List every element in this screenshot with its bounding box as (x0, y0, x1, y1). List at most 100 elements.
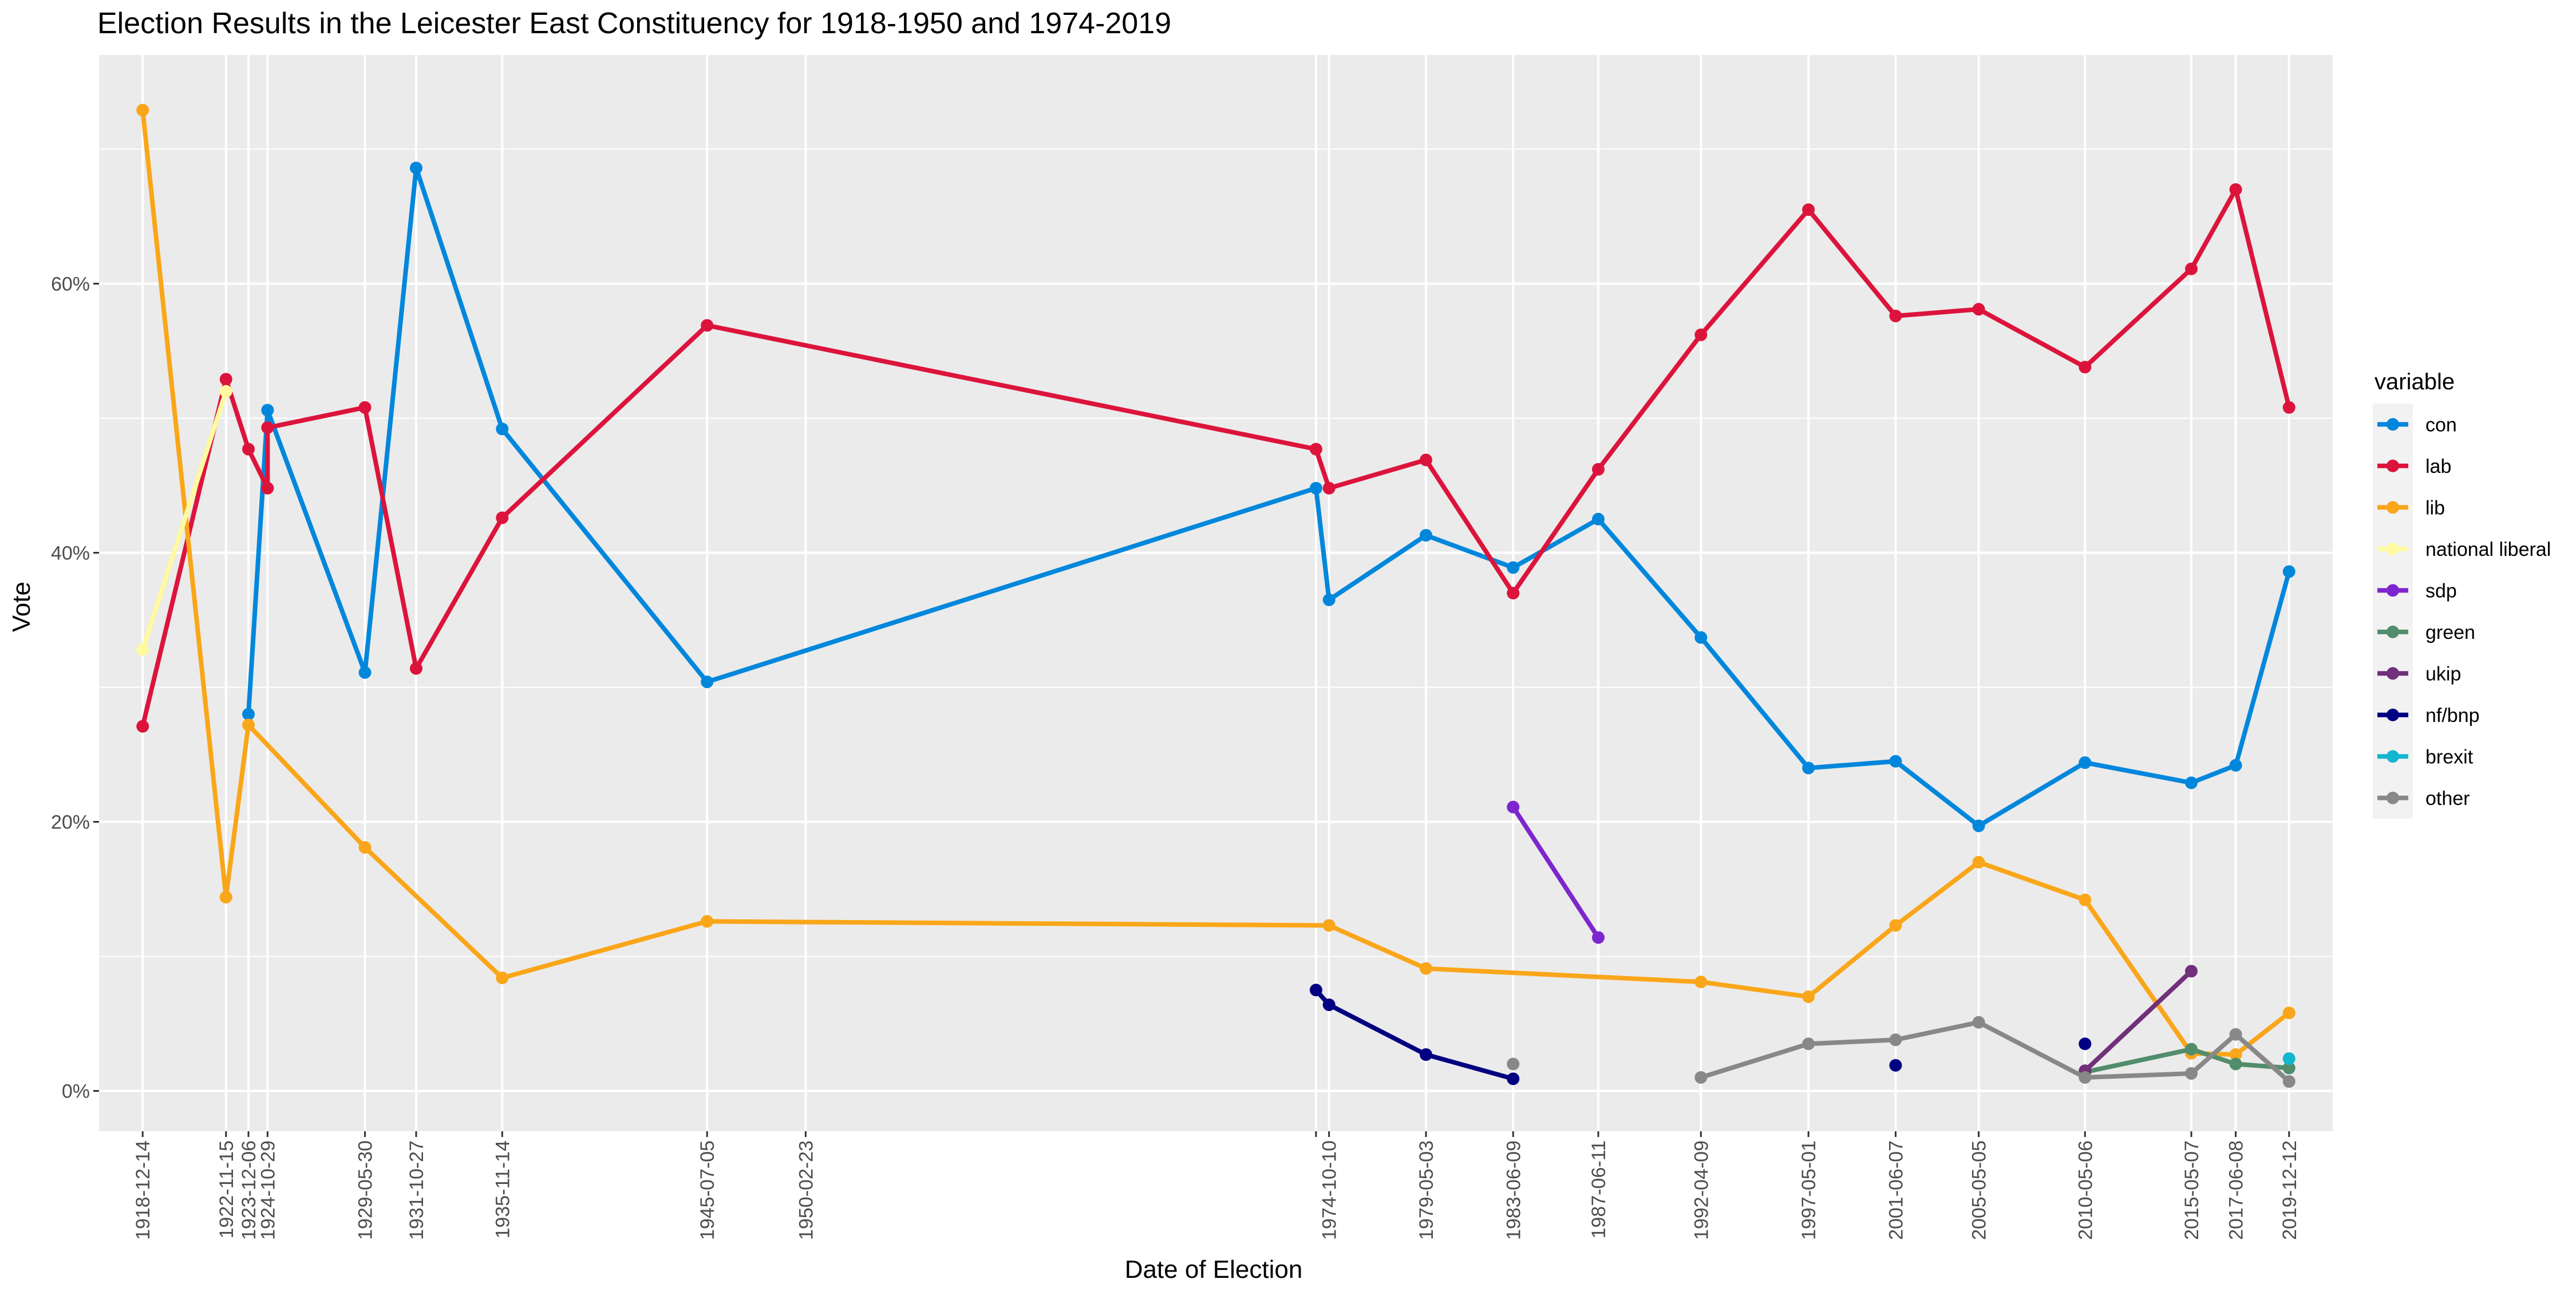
x-tick-label: 2001-06-07 (1885, 1140, 1907, 1240)
data-point-con (1889, 755, 1902, 768)
legend-label: con (2425, 414, 2457, 436)
data-point-lab (1889, 309, 1902, 322)
series-con (242, 161, 2296, 832)
x-tick-label: 1931-10-27 (406, 1140, 428, 1240)
data-point-lab (358, 401, 372, 414)
data-point-lab (1592, 463, 1605, 476)
legend-label: national liberal (2425, 539, 2551, 560)
legend-item-con: con (2373, 404, 2457, 445)
data-point-con (496, 423, 509, 436)
legend-key-point (2387, 584, 2399, 597)
legend-label: other (2425, 788, 2470, 810)
data-point-con (358, 666, 372, 679)
data-point-green (2184, 1043, 2198, 1056)
data-point-con (1322, 593, 1336, 606)
x-tick-label: 2015-05-07 (2181, 1140, 2203, 1240)
data-point-lab (1802, 203, 1815, 216)
legend-item-ukip: ukip (2373, 653, 2461, 694)
legend-label: ukip (2425, 663, 2461, 685)
data-point-lib (1889, 919, 1902, 932)
series-line-other (1700, 1020, 2291, 1083)
legend-key-point (2387, 750, 2399, 763)
legend-label: lab (2425, 456, 2451, 477)
data-point-lab (409, 662, 422, 675)
series-line-lab (140, 187, 2291, 727)
data-point-lib (496, 972, 509, 985)
data-point-nf-bnp (1309, 984, 1322, 997)
data-point-lab (2079, 361, 2092, 374)
series-line-nf-bnp (1314, 988, 1514, 1081)
x-tick-label: 1923-12-06 (238, 1140, 260, 1240)
data-point-con (1507, 561, 1520, 574)
y-tick-label: 20% (51, 812, 90, 834)
legend-key-point (2387, 625, 2399, 638)
legend-key-point (2387, 667, 2399, 680)
x-tick-label: 1997-05-01 (1798, 1140, 1820, 1240)
data-point-con (1592, 512, 1605, 526)
y-axis-title: Vote (7, 582, 35, 632)
data-point-con (1802, 761, 1815, 775)
legend-label: sdp (2425, 580, 2457, 602)
data-point-lib (2079, 893, 2092, 906)
x-tick-label: 1983-06-09 (1503, 1140, 1524, 1240)
legend-item-green: green (2373, 611, 2475, 653)
data-point-other (1889, 1033, 1902, 1047)
data-point-lib (1694, 976, 1708, 989)
series-other (1507, 1016, 2296, 1088)
data-point-lib (219, 891, 232, 904)
series-national-liberal (136, 385, 232, 656)
x-tick-label: 2005-05-05 (1969, 1140, 1990, 1240)
series-brexit (2282, 1052, 2296, 1065)
data-point-con (1972, 819, 1985, 832)
y-tick-label: 40% (51, 543, 90, 564)
data-point-lib (242, 718, 255, 732)
x-tick-label: 1935-11-14 (492, 1140, 513, 1238)
legend: variable con lab lib national liberal sdp gre… (2373, 369, 2551, 819)
legend-key-point (2387, 501, 2399, 514)
legend-label: brexit (2425, 746, 2474, 768)
data-point-lib (358, 841, 372, 854)
data-point-lab (2229, 183, 2242, 196)
data-point-lab (136, 720, 149, 733)
data-point-ukip (2184, 965, 2198, 978)
x-tick-label: 1992-04-09 (1690, 1140, 1712, 1240)
data-point-nf-bnp (1322, 998, 1336, 1012)
data-point-lab (2282, 401, 2296, 414)
data-point-lib (701, 915, 714, 928)
data-point-con (2184, 776, 2198, 789)
data-point-brexit (2282, 1052, 2296, 1065)
data-point-lab (701, 319, 714, 332)
x-tick-label: 1924-10-29 (257, 1140, 279, 1240)
data-point-lib (1972, 856, 1985, 868)
x-tick-label: 1979-05-03 (1416, 1140, 1437, 1240)
legend-key-point (2387, 791, 2399, 804)
data-point-lab (219, 373, 232, 386)
data-point-other (1972, 1016, 1985, 1029)
data-point-con (701, 676, 714, 689)
data-point-nf-bnp (1507, 1072, 1520, 1085)
x-tick-label: 1922-11-15 (216, 1140, 238, 1238)
plot-panel (99, 55, 2333, 1131)
data-point-lib (1420, 962, 1433, 975)
legend-item-lab: lab (2373, 445, 2451, 487)
x-tick-label: 1974-10-10 (1319, 1140, 1341, 1240)
data-point-lab (261, 481, 274, 495)
data-point-other (2079, 1071, 2092, 1084)
legend-key-point (2387, 708, 2399, 721)
legend-item-brexit: brexit (2373, 736, 2474, 777)
data-point-other (1507, 1057, 1520, 1071)
legend-label: nf/bnp (2425, 705, 2480, 727)
x-tick-label: 1987-06-11 (1588, 1140, 1610, 1238)
legend-item-lib: lib (2373, 487, 2445, 528)
legend-label: green (2425, 622, 2475, 643)
x-tick-label: 2017-06-08 (2226, 1140, 2247, 1240)
data-point-other (2282, 1075, 2296, 1088)
data-point-lab (1972, 303, 1985, 316)
data-point-con (2079, 756, 2092, 769)
series-line-sdp (1511, 806, 1601, 939)
chart-title: Election Results in the Leicester East C… (97, 7, 1171, 40)
x-tick-label: 1929-05-30 (355, 1140, 377, 1240)
legend-key-point (2387, 459, 2399, 472)
